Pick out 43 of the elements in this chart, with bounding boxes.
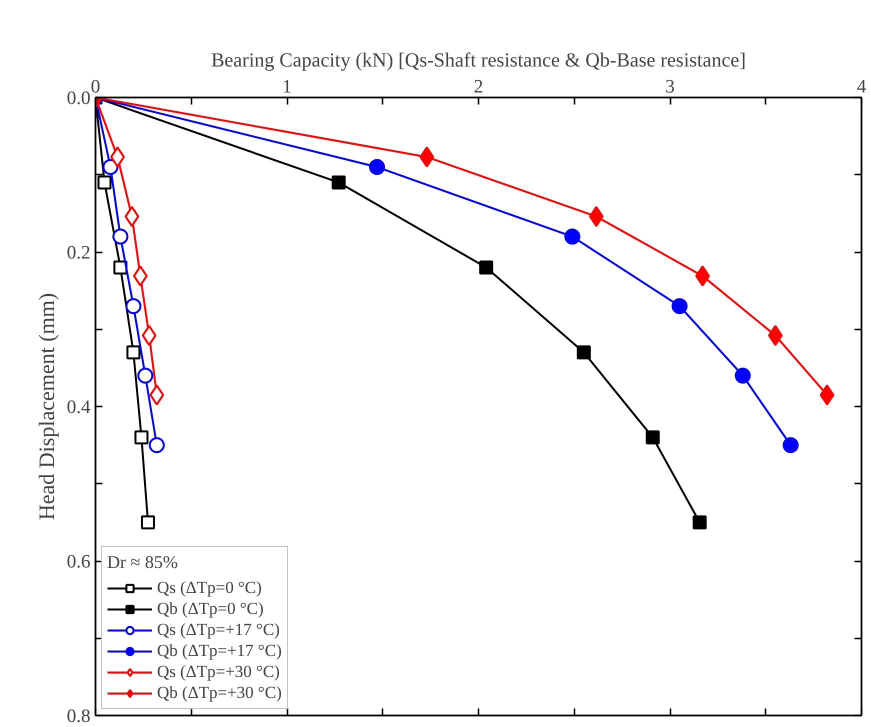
- point: [768, 324, 783, 346]
- point: [692, 515, 707, 530]
- y-tick-label: 0.2: [66, 242, 90, 264]
- x-tick-label: 1: [282, 76, 292, 98]
- legend-label: Qs (ΔTp=0 °C): [157, 578, 262, 598]
- point: [419, 146, 434, 168]
- point: [149, 384, 164, 406]
- y-axis-title: Head Displacement (mm): [34, 292, 59, 520]
- x-tick-label: 4: [856, 76, 867, 98]
- point: [672, 298, 688, 314]
- y-tick-label: 0.8: [66, 706, 90, 727]
- x-tick-label: 0: [90, 76, 100, 98]
- point: [332, 175, 346, 190]
- point: [564, 228, 580, 245]
- point: [782, 437, 799, 454]
- point: [734, 368, 751, 384]
- legend-label: Qb (ΔTp=+17 °C): [157, 641, 282, 661]
- x-axis-title: Bearing Capacity (kN) [Qs-Shaft resistance & Qb-Base resistance]: [211, 50, 746, 72]
- legend-label: Qb (ΔTp=+30 °C): [157, 683, 282, 703]
- point: [112, 228, 128, 245]
- point: [125, 298, 142, 314]
- point: [148, 437, 165, 454]
- x-tick-label: 2: [474, 76, 484, 98]
- legend-label: Qs (ΔTp=+17 °C): [157, 620, 280, 640]
- point: [98, 175, 112, 190]
- point: [588, 206, 604, 227]
- point: [102, 159, 118, 176]
- point: [137, 368, 154, 384]
- point: [576, 345, 591, 360]
- legend-label: Qb (ΔTp=0 °C): [157, 599, 264, 619]
- point: [132, 265, 148, 286]
- y-tick-label: 0.4: [66, 397, 91, 418]
- legend-title: Dr ≈ 85%: [107, 552, 179, 573]
- point: [479, 260, 494, 274]
- y-tick-label: 0.6: [66, 552, 90, 572]
- legend-label: Qs (ΔTp=+30 °C): [157, 662, 280, 682]
- point: [126, 345, 140, 360]
- point: [140, 515, 155, 530]
- point: [646, 430, 660, 444]
- y-tick-label: 0.0: [66, 88, 90, 109]
- point: [134, 430, 148, 444]
- point: [369, 159, 386, 176]
- x-tick-label: 3: [665, 76, 675, 98]
